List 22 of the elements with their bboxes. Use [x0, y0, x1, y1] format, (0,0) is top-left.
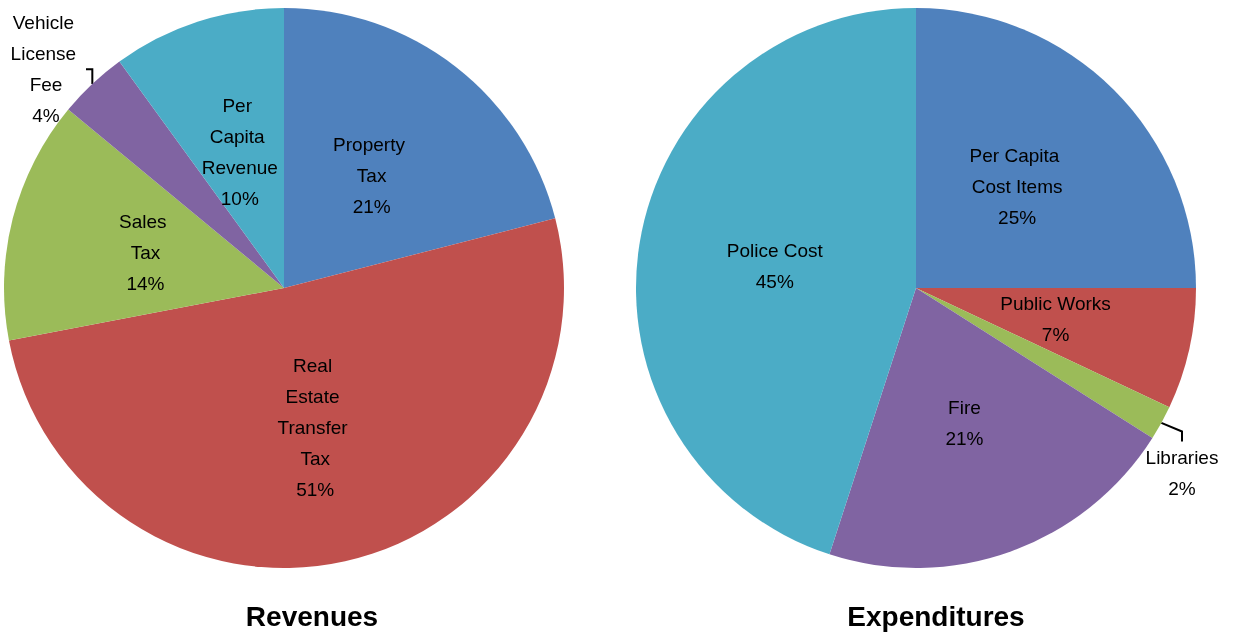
- slice-label: Vehicle License Fee: [10, 12, 82, 96]
- slice-label: Property Tax: [333, 133, 411, 186]
- data-label: 25%: [998, 207, 1037, 229]
- data-label: 51%: [296, 479, 335, 501]
- slice-label: Real Estate Transfer Tax: [277, 355, 353, 470]
- slice-label: Per Capita Revenue: [201, 95, 278, 178]
- data-label: 21%: [945, 427, 984, 449]
- text: Revenues: [245, 600, 379, 632]
- slice-label: Sales Tax: [119, 210, 172, 263]
- slice-label: Police Cost: [726, 239, 824, 261]
- slice-label: Public Works: [1000, 293, 1111, 315]
- data-label: 7%: [1041, 324, 1070, 346]
- data-label: 14%: [126, 272, 165, 294]
- data-label: 45%: [755, 270, 794, 292]
- data-label: 21%: [352, 195, 391, 217]
- text: Expenditures: [847, 600, 1025, 632]
- slice-label: Libraries: [1145, 446, 1219, 468]
- data-label: 10%: [220, 188, 259, 209]
- data-label: 2%: [1168, 477, 1196, 499]
- data-label: 4%: [32, 105, 60, 127]
- slice-label: Per Capita Cost Items: [969, 145, 1065, 198]
- slice-label: Fire: [948, 396, 981, 418]
